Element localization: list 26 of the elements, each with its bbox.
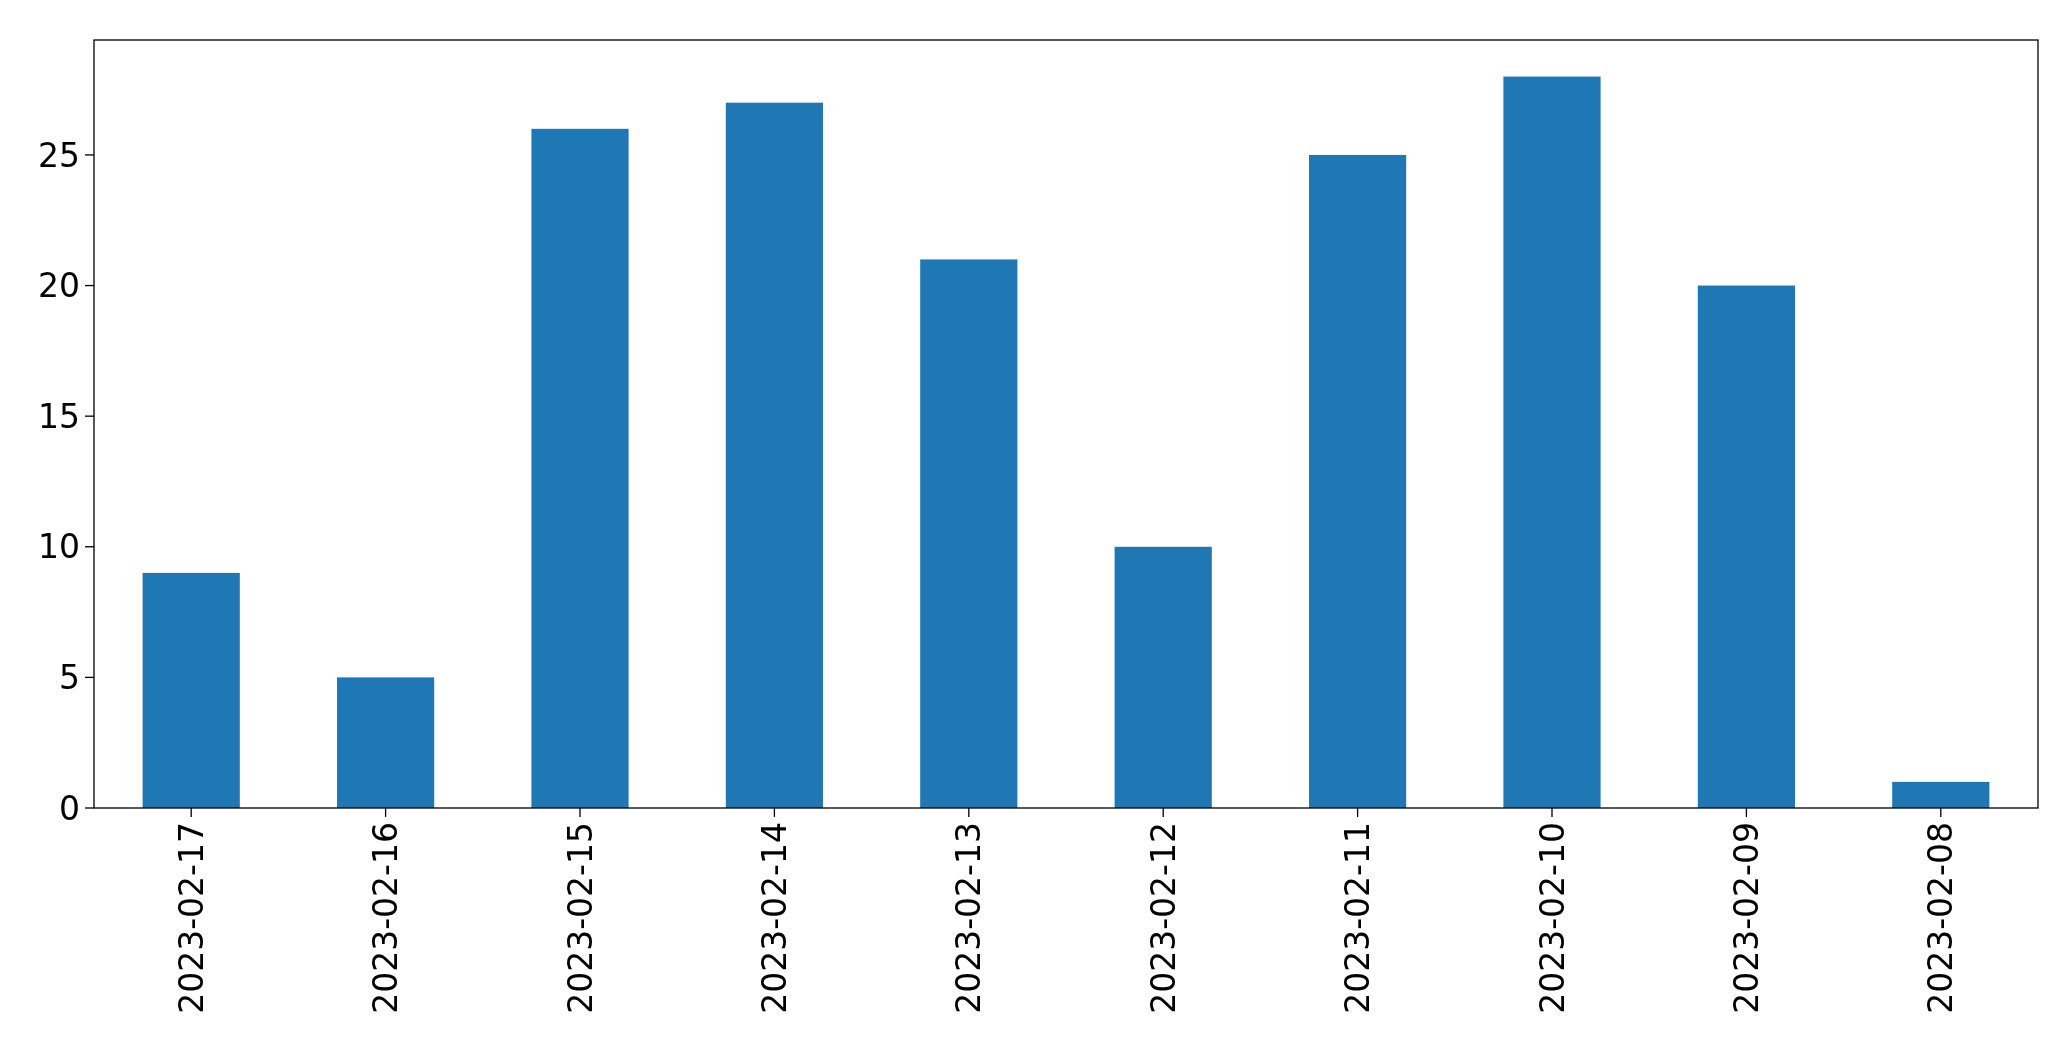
bar [142, 572, 240, 808]
bar [1892, 781, 1990, 808]
bar [1697, 285, 1795, 808]
y-tick-label: 25 [38, 135, 80, 175]
x-tick-label: 2023-02-09 [1726, 822, 1766, 1014]
y-tick-label: 5 [59, 657, 80, 697]
y-tick-label: 10 [38, 527, 80, 567]
y-tick-label: 0 [59, 788, 80, 828]
x-tick-label: 2023-02-16 [366, 822, 406, 1014]
bar [1309, 154, 1407, 808]
x-tick-label: 2023-02-12 [1143, 822, 1183, 1014]
bar [1114, 546, 1212, 808]
bar [531, 128, 629, 808]
x-tick-label: 2023-02-14 [754, 822, 794, 1014]
x-tick-label: 2023-02-13 [949, 822, 989, 1014]
x-tick-label: 2023-02-17 [171, 822, 211, 1014]
bar [725, 102, 823, 808]
x-tick-label: 2023-02-15 [560, 822, 600, 1014]
y-tick-label: 20 [38, 266, 80, 306]
x-tick-label: 2023-02-08 [1921, 822, 1961, 1014]
x-tick-label: 2023-02-11 [1338, 822, 1378, 1014]
y-tick-label: 15 [38, 396, 80, 436]
x-tick-label: 2023-02-10 [1532, 822, 1572, 1014]
bar [1503, 76, 1601, 808]
bar [337, 677, 435, 808]
bar [920, 259, 1018, 808]
